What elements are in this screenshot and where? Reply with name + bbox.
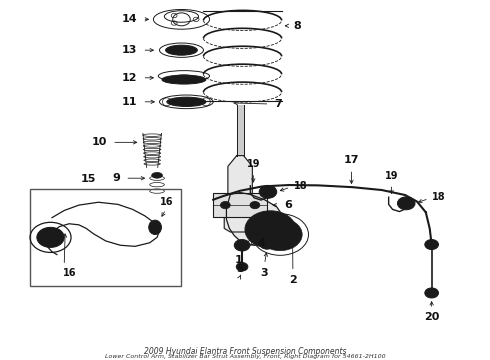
Circle shape xyxy=(37,227,64,247)
Ellipse shape xyxy=(149,220,161,234)
Ellipse shape xyxy=(162,75,206,84)
Ellipse shape xyxy=(173,48,189,53)
Ellipse shape xyxy=(152,172,162,178)
Text: 20: 20 xyxy=(424,312,440,321)
Circle shape xyxy=(261,222,280,237)
Text: 16: 16 xyxy=(63,268,77,278)
Text: 9: 9 xyxy=(113,173,121,183)
Ellipse shape xyxy=(166,45,197,55)
Bar xyxy=(213,193,267,217)
Circle shape xyxy=(238,242,246,248)
Ellipse shape xyxy=(152,223,159,231)
Text: 7: 7 xyxy=(274,99,282,109)
Circle shape xyxy=(240,265,245,269)
Text: 10: 10 xyxy=(92,138,107,147)
Circle shape xyxy=(259,185,277,198)
Circle shape xyxy=(267,226,274,232)
Ellipse shape xyxy=(167,97,206,107)
Bar xyxy=(30,189,181,286)
Text: 14: 14 xyxy=(122,14,138,24)
Text: Lower Control Arm, Stabilizer Bar Strut Assembly, Front, Right Diagram for 54661: Lower Control Arm, Stabilizer Bar Strut … xyxy=(105,354,385,359)
Text: 16: 16 xyxy=(160,197,173,207)
Text: 6: 6 xyxy=(284,200,292,210)
Text: 12: 12 xyxy=(122,73,138,83)
Circle shape xyxy=(429,291,435,295)
Circle shape xyxy=(252,216,289,243)
Circle shape xyxy=(220,202,230,209)
Circle shape xyxy=(258,219,302,251)
Text: 18: 18 xyxy=(294,181,308,191)
Circle shape xyxy=(260,238,274,249)
Circle shape xyxy=(236,262,248,271)
Text: 17: 17 xyxy=(344,155,359,165)
Circle shape xyxy=(250,202,260,209)
Polygon shape xyxy=(224,156,256,232)
Text: 8: 8 xyxy=(294,21,302,31)
Text: 2: 2 xyxy=(289,275,297,285)
Circle shape xyxy=(425,239,439,249)
Circle shape xyxy=(397,197,415,210)
Text: 1: 1 xyxy=(234,255,242,265)
Text: 4: 4 xyxy=(257,238,265,248)
Text: 13: 13 xyxy=(122,45,138,55)
Circle shape xyxy=(245,211,296,248)
Text: 3: 3 xyxy=(261,268,269,278)
Text: 19: 19 xyxy=(385,171,398,181)
Circle shape xyxy=(425,288,439,298)
Circle shape xyxy=(44,232,57,242)
Circle shape xyxy=(234,239,250,251)
Text: 19: 19 xyxy=(246,159,260,169)
Text: 15: 15 xyxy=(81,174,97,184)
Text: 2009 Hyundai Elantra Front Suspension Components: 2009 Hyundai Elantra Front Suspension Co… xyxy=(144,347,346,356)
Text: 11: 11 xyxy=(122,97,138,107)
Circle shape xyxy=(429,242,435,247)
Text: 5: 5 xyxy=(236,264,244,274)
Text: 18: 18 xyxy=(432,192,446,202)
Polygon shape xyxy=(226,193,282,245)
